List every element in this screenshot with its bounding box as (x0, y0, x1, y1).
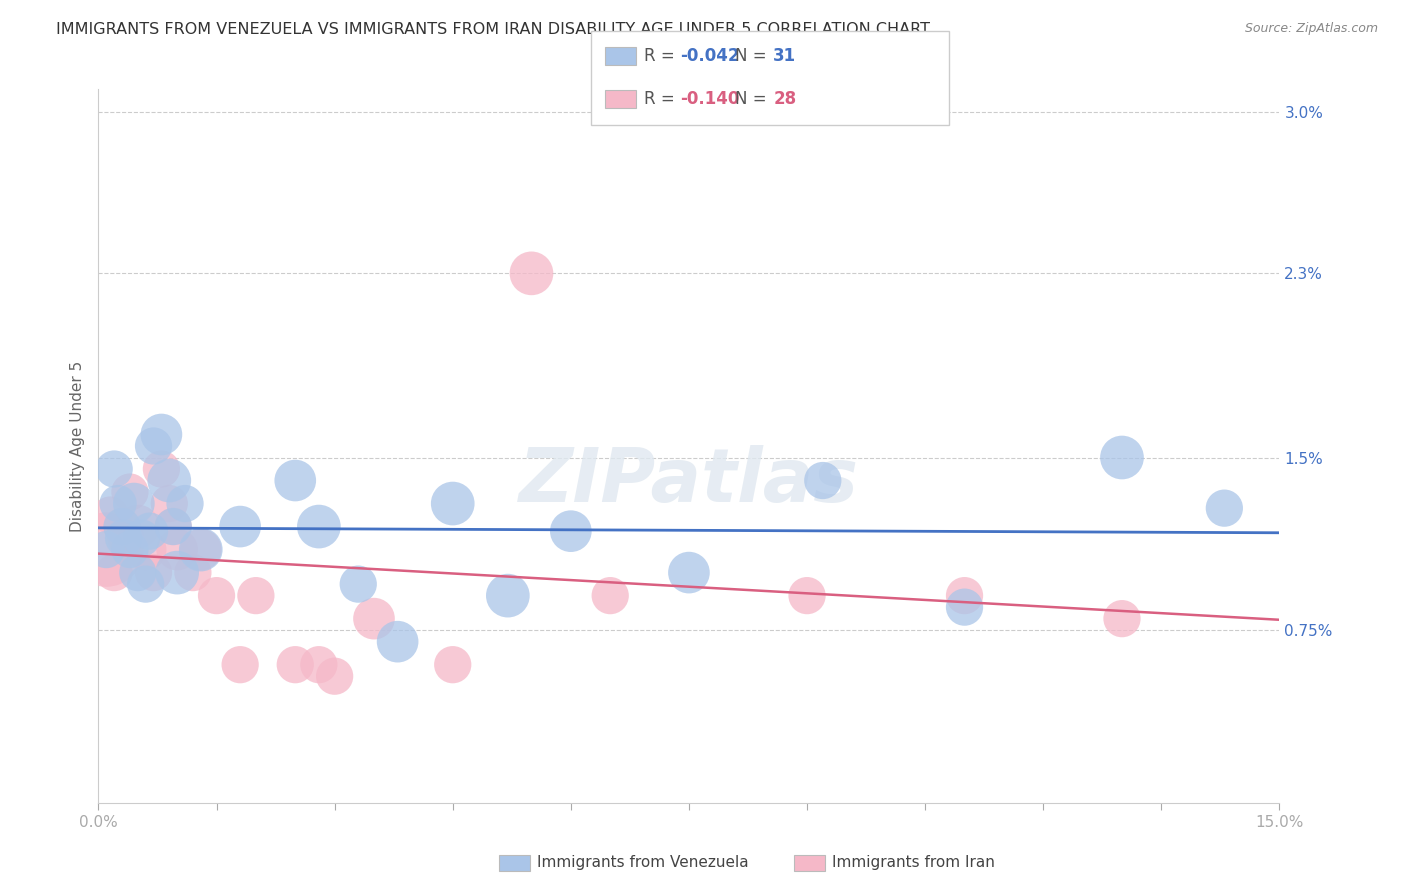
Point (496, 589, 519, 603)
Point (157, 497, 180, 511)
Point (111, 519, 134, 533)
Point (131, 531, 153, 545)
Point (953, 600, 976, 615)
Y-axis label: Disability Age Under 5: Disability Age Under 5 (69, 360, 84, 532)
Point (181, 566, 204, 580)
Text: -0.042: -0.042 (681, 47, 740, 65)
Point (162, 519, 184, 533)
Text: IMMIGRANTS FROM VENEZUELA VS IMMIGRANTS FROM IRAN DISABILITY AGE UNDER 5 CORRELA: IMMIGRANTS FROM VENEZUELA VS IMMIGRANTS … (56, 22, 931, 37)
Point (150, 427, 173, 442)
Point (118, 542, 141, 557)
Point (387, 634, 409, 648)
Point (678, 566, 700, 580)
Point (96, 542, 118, 557)
Point (229, 519, 252, 533)
Point (135, 542, 157, 557)
Point (308, 519, 330, 533)
Point (1213, 501, 1236, 516)
Text: Immigrants from Iran: Immigrants from Iran (832, 855, 995, 870)
Point (112, 531, 135, 545)
Point (142, 439, 165, 453)
Point (1111, 450, 1133, 465)
Point (127, 566, 149, 580)
Point (162, 519, 184, 533)
Point (190, 542, 212, 557)
Text: 28: 28 (773, 90, 796, 108)
Point (142, 566, 165, 580)
Point (107, 497, 129, 511)
Text: R =: R = (644, 90, 681, 108)
Text: N =: N = (735, 90, 772, 108)
Point (229, 657, 252, 672)
Point (441, 497, 464, 511)
Point (166, 542, 188, 557)
Point (122, 497, 145, 511)
Point (111, 519, 134, 533)
Point (174, 497, 197, 511)
Point (118, 485, 141, 500)
Text: Immigrants from Venezuela: Immigrants from Venezuela (537, 855, 749, 870)
Point (138, 524, 160, 538)
Point (441, 657, 464, 672)
Text: Source: ZipAtlas.com: Source: ZipAtlas.com (1244, 22, 1378, 36)
Point (323, 669, 346, 683)
Point (245, 589, 267, 603)
Point (560, 524, 582, 538)
Point (284, 474, 307, 488)
Point (347, 577, 370, 591)
Point (363, 612, 385, 626)
Point (190, 542, 212, 557)
Point (98, 508, 121, 522)
Point (1111, 612, 1133, 626)
Point (308, 657, 330, 672)
Point (953, 589, 976, 603)
Point (135, 577, 157, 591)
Point (599, 589, 621, 603)
Point (103, 566, 125, 580)
Point (796, 589, 818, 603)
Point (166, 566, 188, 580)
Point (103, 462, 125, 476)
Text: N =: N = (735, 47, 772, 65)
Text: ZIPatlas: ZIPatlas (519, 445, 859, 518)
Point (127, 519, 149, 533)
Text: -0.140: -0.140 (681, 90, 740, 108)
Point (150, 462, 173, 476)
Point (96, 542, 118, 557)
Point (205, 589, 228, 603)
Point (115, 531, 138, 545)
Point (157, 474, 180, 488)
Point (520, 266, 543, 280)
Text: 31: 31 (773, 47, 796, 65)
Point (284, 657, 307, 672)
Text: R =: R = (644, 47, 681, 65)
Point (811, 474, 834, 488)
